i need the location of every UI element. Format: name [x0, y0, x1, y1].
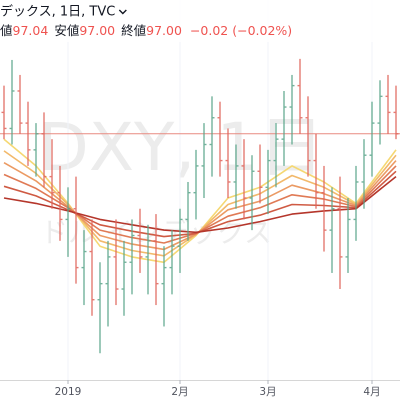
ohlc-bar	[25, 101, 31, 166]
ohlc-bar	[9, 59, 15, 145]
ohlc-bar	[57, 165, 63, 241]
stat-text: −0.02 (−0.02%)	[190, 23, 292, 38]
ohlc-bar	[313, 133, 319, 209]
ohlc-bar	[105, 240, 111, 327]
ohlc-bar	[17, 74, 23, 134]
ohlc-bar	[121, 240, 127, 316]
x-tick-label: 3月	[259, 386, 276, 398]
ohlc-bar	[169, 230, 175, 295]
header: デックス, 1日, TVC 値97.04 安値97.00 終値97.00 −0.02 …	[0, 0, 400, 42]
ohlc-bar	[265, 149, 271, 215]
ohlc-bar	[337, 176, 343, 290]
stat-text: 値	[0, 23, 13, 38]
stat-text: 97.04	[13, 23, 49, 38]
ohlc-bar	[225, 128, 231, 199]
ohlc-bar	[217, 101, 223, 177]
ohlc-bar	[201, 123, 207, 199]
watermark: DXY, 1日	[38, 109, 324, 186]
ohlc-bar	[209, 96, 215, 177]
ohlc-bar	[73, 176, 79, 284]
ohlc-stats: 値97.04 安値97.00 終値97.00 −0.02 (−0.02%)	[0, 23, 292, 38]
ohlc-bar	[49, 139, 55, 209]
ohlc-bar	[129, 219, 135, 295]
ohlc-bar	[65, 187, 71, 257]
ohlc-bar	[345, 198, 351, 273]
ohlc-bar	[89, 219, 95, 316]
ohlc-bar	[193, 149, 199, 220]
ohlc-bar	[153, 214, 159, 306]
ohlc-bar	[329, 187, 335, 273]
ohlc-bar	[41, 112, 47, 188]
ohlc-bars	[1, 58, 399, 354]
ohlc-bar	[241, 139, 247, 220]
ohlc-bar	[1, 85, 7, 140]
stat-text: 97.00	[146, 23, 182, 38]
ohlc-bar	[281, 90, 287, 166]
ohlc-bar	[353, 165, 359, 241]
ohlc-bar	[185, 181, 191, 241]
x-tick-label: 2019	[55, 386, 82, 398]
ohlc-bar	[297, 58, 303, 134]
header-bg	[0, 0, 400, 42]
ohlc-bar	[113, 219, 119, 306]
stat-text: 97.00	[79, 23, 115, 38]
ohlc-bar	[369, 101, 375, 177]
stat-text: 安値	[54, 23, 79, 38]
ohlc-bar	[305, 96, 311, 177]
stat-text: 終値	[121, 23, 146, 38]
x-axis: 2019 2月 3月 4月	[0, 380, 400, 400]
x-tick-label: 2月	[171, 386, 188, 398]
ohlc-bar	[233, 144, 239, 209]
ohlc-bar	[145, 224, 151, 295]
ohlc-bar	[249, 155, 255, 231]
ohlc-bar	[361, 139, 367, 209]
x-tick-label: 4月	[363, 386, 380, 398]
ohlc-bar	[257, 144, 263, 204]
ohlc-bar	[273, 123, 279, 188]
dropdown-chevron[interactable]	[118, 9, 127, 15]
ohlc-bar	[289, 74, 295, 145]
ohlc-bar	[377, 80, 383, 145]
ohlc-bar	[161, 246, 167, 327]
ohlc-bar	[177, 208, 183, 273]
chart-title: デックス, 1日, TVC	[0, 4, 115, 20]
ohlc-bar	[385, 74, 391, 134]
ohlc-bar	[137, 208, 143, 273]
ohlc-bar	[81, 230, 87, 306]
ohlc-bar	[33, 123, 39, 177]
axis-band	[0, 380, 400, 400]
ohlc-bar	[321, 165, 327, 252]
ohlc-bar	[393, 85, 399, 140]
ohlc-bar	[97, 262, 103, 354]
